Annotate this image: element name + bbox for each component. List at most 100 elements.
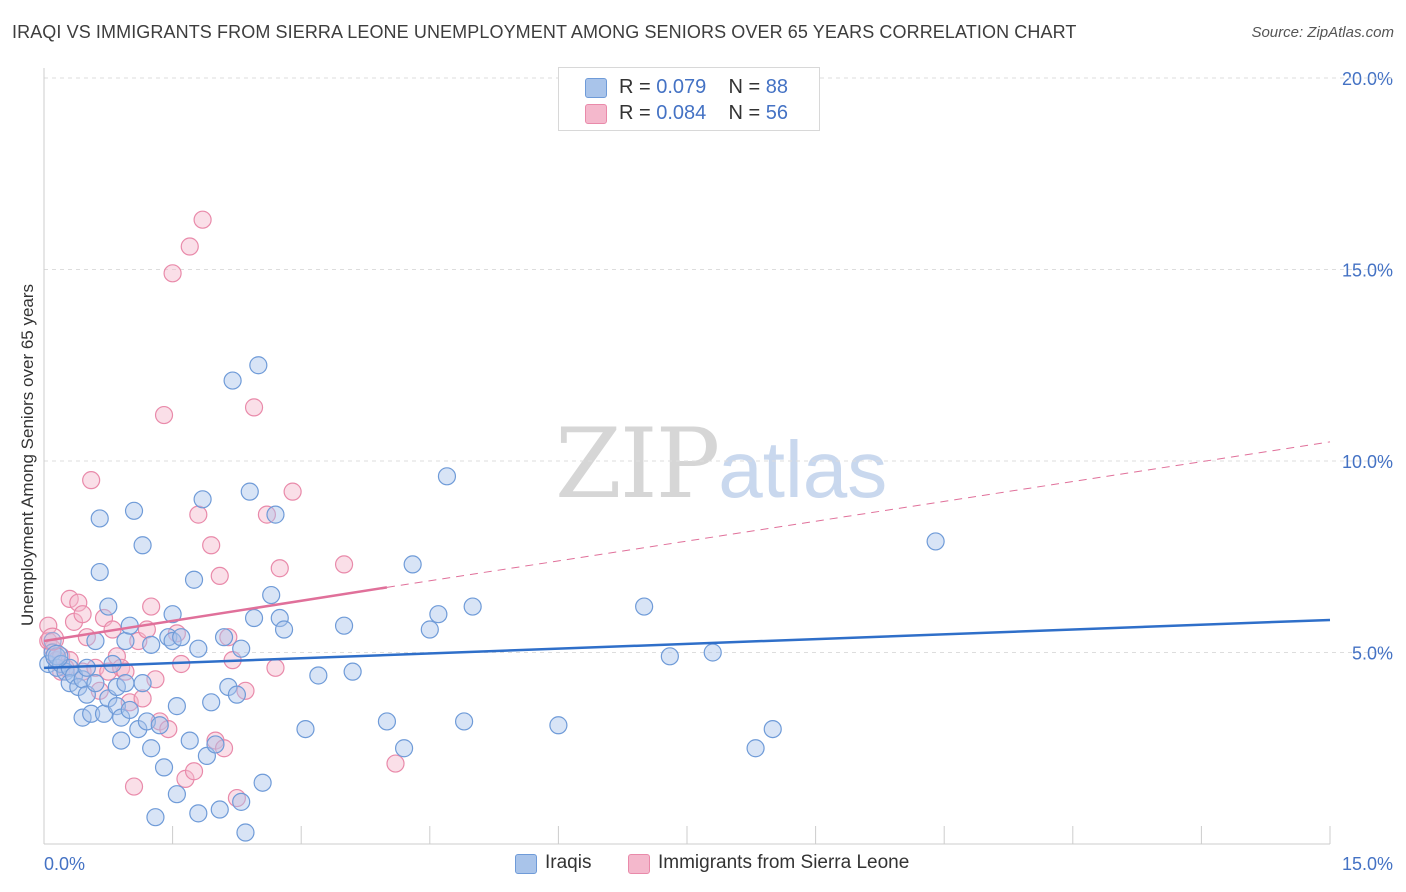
legend-n-label: N =: [728, 76, 766, 98]
point-sierra-leone: [334, 555, 354, 574]
point-iraqis: [172, 628, 191, 647]
watermark-zip: ZIP: [555, 408, 720, 520]
point-iraqis: [193, 490, 212, 509]
point-iraqis: [394, 739, 414, 758]
point-sierra-leone: [189, 505, 208, 524]
point-iraqis: [82, 704, 101, 723]
legend-r-label: R =: [619, 102, 657, 124]
point-iraqis: [454, 712, 474, 731]
point-iraqis: [163, 605, 182, 624]
legend-r-value-iraqis: 0.079: [656, 76, 707, 98]
legend-r-label: R =: [619, 76, 657, 98]
point-iraqis: [99, 597, 118, 616]
point-sierra-leone: [69, 593, 88, 612]
legend-swatch-sierra-leone: [585, 104, 607, 124]
point-iraqis: [154, 758, 174, 777]
point-sierra-leone: [244, 398, 264, 417]
legend-label-iraqis: Iraqis: [545, 852, 592, 873]
point-iraqis: [437, 467, 457, 486]
point-iraqis: [227, 685, 246, 704]
point-iraqis: [189, 639, 208, 658]
point-iraqis: [133, 674, 152, 693]
point-sierra-leone: [73, 605, 92, 624]
point-sierra-leone: [236, 681, 255, 700]
point-iraqis: [167, 697, 186, 716]
y-tick-label: 20.0%: [1342, 69, 1393, 89]
point-iraqis: [77, 658, 96, 677]
point-iraqis: [635, 597, 654, 616]
point-iraqis: [403, 555, 422, 574]
point-iraqis: [146, 808, 165, 827]
legend-n-label: N =: [728, 102, 766, 124]
point-sierra-leone: [214, 739, 234, 758]
point-iraqis: [133, 536, 152, 555]
point-iraqis: [90, 562, 109, 582]
point-sierra-leone: [266, 658, 285, 677]
point-iraqis: [73, 708, 92, 727]
point-sierra-leone: [202, 536, 221, 555]
point-iraqis: [463, 597, 482, 616]
point-iraqis: [189, 804, 208, 823]
trend-line-sierra-leone: [43, 586, 388, 643]
point-iraqis: [142, 739, 161, 758]
watermark: ZIPatlas: [555, 408, 887, 520]
point-iraqis: [206, 735, 225, 754]
point-sierra-leone: [60, 589, 79, 608]
point-sierra-leone: [210, 566, 229, 586]
point-iraqis: [116, 674, 135, 693]
point-iraqis: [429, 605, 448, 624]
point-iraqis: [274, 620, 294, 639]
legend-swatch-sierra-leone: [628, 854, 650, 874]
y-tick-label: 10.0%: [1342, 452, 1393, 472]
legend-n-value-iraqis: 88: [765, 76, 789, 98]
point-iraqis: [163, 631, 182, 651]
point-sierra-leone: [163, 264, 182, 283]
trend-line-sierra-leone: [386, 441, 1331, 588]
legend-label-sierra-leone: Immigrants from Sierra Leone: [658, 852, 910, 873]
point-iraqis: [266, 505, 285, 524]
point-iraqis: [86, 674, 105, 693]
trend-line-iraqis: [43, 618, 1331, 670]
point-iraqis: [549, 716, 568, 735]
point-iraqis: [184, 570, 204, 589]
point-iraqis: [334, 616, 354, 635]
point-sierra-leone: [184, 762, 204, 781]
point-iraqis: [240, 482, 259, 501]
point-sierra-leone: [159, 719, 178, 739]
point-iraqis: [107, 677, 126, 697]
point-iraqis: [45, 644, 69, 668]
point-iraqis: [343, 662, 362, 681]
y-tick-label: 15.0%: [1342, 261, 1393, 281]
chart-title: IRAQI VS IMMIGRANTS FROM SIERRA LEONE UN…: [12, 22, 1077, 42]
point-iraqis: [377, 712, 397, 731]
point-iraqis: [703, 643, 722, 662]
point-iraqis: [244, 608, 264, 628]
point-sierra-leone: [82, 471, 101, 490]
point-iraqis: [124, 501, 144, 520]
point-sierra-leone: [154, 405, 174, 425]
x-tick-label-start: 0.0%: [44, 854, 85, 874]
point-iraqis: [214, 628, 234, 647]
legend-n-value-sierra-leone: 56: [765, 102, 789, 124]
watermark-atlas: atlas: [718, 425, 888, 514]
legend-correlation: R = 0.079 N = 88 R = 0.084 N = 56: [558, 67, 820, 131]
point-iraqis: [420, 620, 439, 639]
point-sierra-leone: [283, 482, 302, 501]
point-iraqis: [309, 666, 328, 685]
point-iraqis: [202, 693, 221, 712]
point-iraqis: [262, 585, 281, 605]
x-tick-label-end: 15.0%: [1342, 854, 1393, 874]
point-sierra-leone: [142, 597, 161, 616]
point-iraqis: [253, 773, 272, 792]
point-sierra-leone: [386, 754, 405, 773]
legend-r-value-sierra-leone: 0.084: [656, 102, 707, 124]
point-iraqis: [232, 639, 251, 658]
point-iraqis: [223, 371, 242, 390]
point-iraqis: [763, 719, 782, 739]
y-axis-label: Unemployment Among Seniors over 65 years: [18, 283, 37, 627]
point-iraqis: [926, 532, 945, 551]
point-sierra-leone: [219, 628, 238, 647]
point-iraqis: [112, 731, 131, 750]
point-iraqis: [167, 785, 186, 804]
point-iraqis: [296, 719, 315, 739]
